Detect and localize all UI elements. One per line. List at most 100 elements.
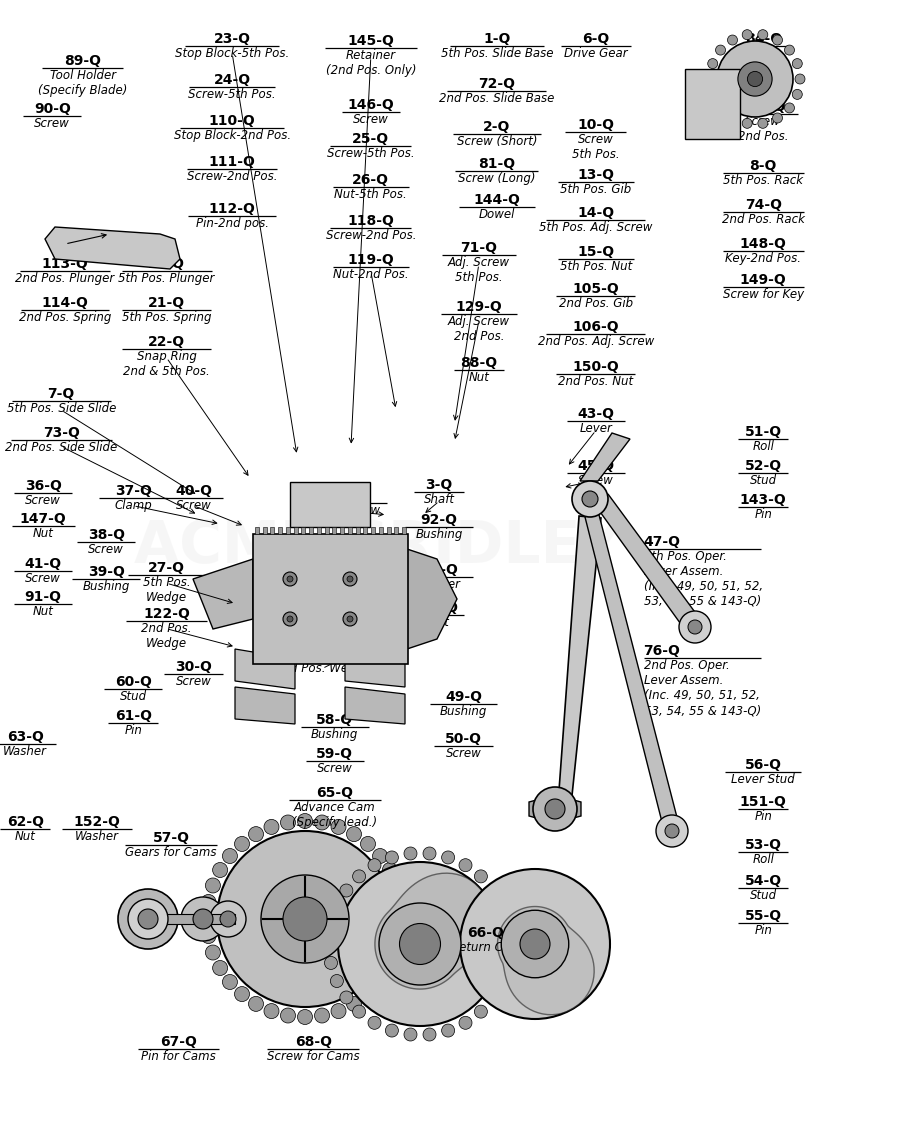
Circle shape — [758, 118, 768, 129]
Circle shape — [343, 572, 357, 585]
Circle shape — [705, 74, 715, 84]
Text: 57-Q: 57-Q — [152, 831, 190, 845]
Polygon shape — [345, 649, 405, 687]
Circle shape — [758, 30, 768, 40]
Text: 5th Pos. Rack: 5th Pos. Rack — [724, 174, 803, 187]
Circle shape — [353, 870, 365, 883]
Text: Stud: Stud — [750, 890, 777, 902]
Circle shape — [118, 890, 178, 949]
Text: Return Cam: Return Cam — [451, 941, 521, 953]
Circle shape — [314, 816, 329, 830]
Text: Tool Holder
(Specify Blade): Tool Holder (Specify Blade) — [38, 69, 128, 97]
Circle shape — [423, 1029, 436, 1041]
Circle shape — [727, 35, 737, 46]
Circle shape — [717, 41, 793, 117]
Text: Screw-2nd Pos.: Screw-2nd Pos. — [326, 229, 416, 241]
Circle shape — [688, 620, 702, 634]
Text: Drive Gear: Drive Gear — [564, 47, 627, 59]
Text: 71-Q: 71-Q — [460, 241, 498, 255]
Circle shape — [361, 986, 375, 1001]
Circle shape — [502, 957, 516, 969]
Circle shape — [325, 918, 338, 932]
Text: 74-Q: 74-Q — [744, 198, 782, 212]
Circle shape — [474, 870, 488, 883]
Text: 143-Q: 143-Q — [740, 493, 787, 507]
Text: Screw: Screw — [88, 543, 124, 556]
Text: 7-Q: 7-Q — [48, 387, 75, 401]
Text: Pin-2nd pos.: Pin-2nd pos. — [195, 218, 269, 230]
Circle shape — [582, 491, 598, 507]
Text: 29-Q: 29-Q — [303, 606, 341, 620]
Text: 84-Q: 84-Q — [744, 32, 782, 46]
Text: 61-Q: 61-Q — [114, 710, 152, 723]
Text: 114-Q: 114-Q — [41, 296, 88, 310]
Text: Screw: Screw — [176, 675, 211, 688]
Circle shape — [795, 74, 805, 84]
Circle shape — [220, 911, 236, 927]
Text: Nut: Nut — [14, 830, 36, 843]
Text: 20-Q: 20-Q — [148, 257, 185, 271]
Circle shape — [361, 836, 375, 852]
Text: 106-Q: 106-Q — [572, 320, 619, 334]
Circle shape — [505, 937, 518, 951]
Circle shape — [340, 991, 353, 1003]
Text: 105-Q: 105-Q — [572, 282, 619, 296]
Circle shape — [656, 816, 688, 847]
Circle shape — [287, 616, 293, 622]
Text: 2nd Pos. Adj. Screw: 2nd Pos. Adj. Screw — [537, 335, 654, 347]
Bar — [317, 527, 321, 534]
Text: 113-Q: 113-Q — [41, 257, 88, 271]
Text: 26-Q: 26-Q — [352, 173, 390, 187]
Text: 81-Q: 81-Q — [478, 157, 516, 171]
Circle shape — [298, 1009, 312, 1024]
Circle shape — [264, 819, 279, 835]
Circle shape — [394, 928, 409, 943]
FancyBboxPatch shape — [290, 482, 370, 527]
Text: 2nd Pos. Nut: 2nd Pos. Nut — [558, 375, 634, 387]
Circle shape — [283, 898, 327, 941]
Text: Screw-5th Pos.: Screw-5th Pos. — [188, 88, 276, 100]
Text: 149-Q: 149-Q — [740, 273, 787, 287]
Text: 55-Q: 55-Q — [744, 909, 782, 923]
Text: 147-Q: 147-Q — [20, 513, 67, 526]
Text: Screw: Screw — [25, 494, 61, 507]
Text: Lever Stud: Lever Stud — [732, 773, 795, 786]
Text: Nut: Nut — [32, 605, 54, 617]
Polygon shape — [558, 516, 601, 800]
Text: 41-Q: 41-Q — [24, 557, 62, 571]
Text: 37-Q: 37-Q — [115, 484, 151, 498]
Text: 129-Q: 129-Q — [455, 301, 502, 314]
Circle shape — [343, 612, 357, 626]
Text: 62-Q: 62-Q — [6, 816, 44, 829]
Circle shape — [331, 1003, 346, 1018]
Circle shape — [261, 875, 349, 962]
Text: 92-Q: 92-Q — [420, 514, 458, 527]
Circle shape — [679, 611, 711, 644]
Circle shape — [545, 798, 565, 819]
Circle shape — [340, 884, 353, 898]
Text: 67-Q: 67-Q — [160, 1035, 196, 1049]
Circle shape — [382, 960, 398, 975]
Circle shape — [742, 30, 752, 40]
Circle shape — [235, 836, 249, 852]
Circle shape — [520, 929, 550, 959]
Bar — [255, 527, 259, 534]
Circle shape — [772, 35, 782, 46]
Polygon shape — [585, 511, 680, 834]
Circle shape — [747, 72, 762, 87]
Text: 68-Q: 68-Q — [294, 1035, 332, 1049]
Text: Bushing: Bushing — [440, 705, 487, 718]
Bar — [263, 527, 266, 534]
Circle shape — [373, 975, 388, 990]
Circle shape — [474, 1005, 488, 1018]
Text: Stud: Stud — [120, 690, 147, 703]
Text: Adj. Screw: Adj. Screw — [319, 505, 380, 517]
Text: 77-Q: 77-Q — [421, 564, 457, 577]
Text: Screw: Screw — [34, 117, 70, 130]
Circle shape — [785, 46, 795, 55]
Text: 22-Q: 22-Q — [148, 335, 185, 349]
Polygon shape — [235, 687, 295, 724]
Circle shape — [314, 1008, 329, 1023]
Text: 2nd Pos. Rack: 2nd Pos. Rack — [722, 213, 805, 226]
Text: 88-Q: 88-Q — [460, 357, 498, 370]
